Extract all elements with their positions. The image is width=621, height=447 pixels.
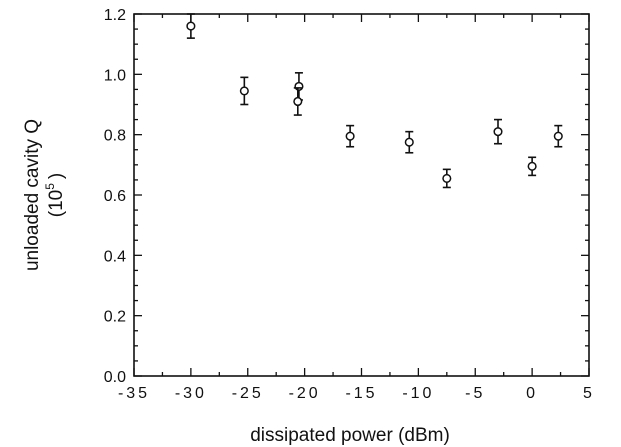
y-axis: 0.0 0.2 0.4 0.6 0.8 1.0 1.2 [104,7,589,386]
x-tick-label: -15 [345,385,377,402]
y-tick-label: 0.0 [104,369,126,386]
y-axis-label: unloaded cavity Q (105) [22,119,67,271]
y-axis-label-line2: (105) [43,173,67,217]
data-series [186,13,563,189]
y-axis-unit-close: ) [46,173,67,179]
x-tick-label: 5 [583,385,595,402]
point-marker [553,131,563,141]
x-tick-label: -5 [465,385,485,402]
data-point [345,124,355,148]
data-point [442,168,452,189]
x-tick-label: -25 [232,385,264,402]
point-marker [293,96,303,107]
x-tick-label: 0 [526,385,538,402]
y-axis-label-line1: unloaded cavity Q [22,119,43,271]
data-point [553,124,563,148]
point-marker [442,173,452,183]
plot-frame [133,13,590,377]
data-point [186,13,196,39]
y-tick-label: 0.8 [104,128,126,145]
point-marker [493,127,503,137]
y-tick-label: 0.6 [104,188,126,205]
x-tick-label: -35 [118,385,150,402]
point-marker [527,161,537,171]
data-point [493,118,503,145]
data-point [293,87,303,116]
point-marker [186,21,196,31]
y-tick-label: 1.2 [104,7,126,24]
data-point [239,76,249,106]
y-tick-label: 0.4 [104,248,126,265]
x-tick-label: -30 [175,385,207,402]
y-tick-label: 0.2 [104,309,126,326]
point-marker [239,86,249,96]
y-axis-unit-exponent: 5 [43,183,57,190]
y-axis-unit-base: (10 [46,190,67,217]
x-axis-label: dissipated power (dBm) [250,425,450,446]
x-tick-label: -10 [402,385,434,402]
point-marker [404,137,414,147]
data-point [527,156,537,177]
point-marker [345,131,355,141]
x-axis: -35 -30 -25 -20 -15 -10 -5 0 5 [118,14,595,402]
data-point [404,130,414,154]
data-point [294,72,304,101]
x-tick-label: -20 [289,385,321,402]
point-marker [294,81,304,91]
y-tick-label: 1.0 [104,67,126,84]
